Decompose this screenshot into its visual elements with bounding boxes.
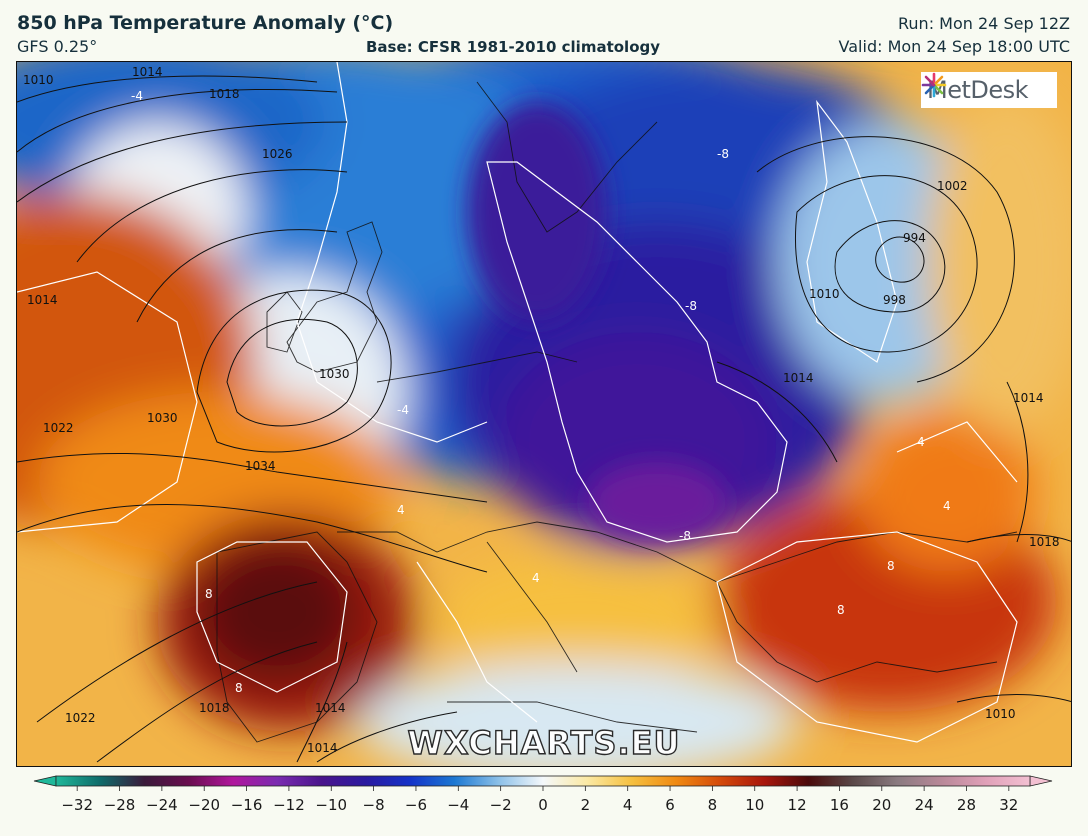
colorbar-tick-label: −16 — [231, 796, 263, 814]
colorbar-tick-label: −8 — [363, 796, 385, 814]
isobar-label: 1010 — [985, 707, 1016, 721]
anomaly-label: -8 — [717, 147, 729, 161]
anomaly-map: 1010 1014 1018 1026 1014 1022 1030 1034 … — [16, 61, 1072, 767]
isobar-labels: 1010 1014 1018 1026 1014 1022 1030 1034 … — [23, 65, 1060, 755]
anomaly-label: 4 — [943, 499, 951, 513]
metdesk-burst-icon — [921, 72, 947, 98]
anomaly-label: 8 — [235, 681, 243, 695]
colorbar-max-arrow — [1029, 775, 1053, 787]
isobar-label: 994 — [903, 231, 926, 245]
metdesk-logo: MetDesk — [921, 72, 1057, 108]
anomaly-contours — [17, 62, 1018, 743]
isobar-label: 998 — [883, 293, 906, 307]
run-time-label: Run: Mon 24 Sep 12Z — [898, 14, 1070, 33]
isobar-label: 1014 — [315, 701, 346, 715]
colorbar-tick-label: 20 — [872, 796, 891, 814]
colorbar-tick-label: −2 — [490, 796, 512, 814]
anomaly-label: 4 — [397, 503, 405, 517]
chart-title: 850 hPa Temperature Anomaly (°C) — [17, 12, 394, 34]
colorbar-tick-label: −4 — [447, 796, 469, 814]
anomaly-label: 8 — [887, 559, 895, 573]
colorbar-tick-label: −20 — [188, 796, 220, 814]
colorbar-tick-label: 28 — [957, 796, 976, 814]
anomaly-label: 8 — [205, 587, 213, 601]
colorbar-tick-label: −32 — [61, 796, 93, 814]
model-label: GFS 0.25° — [17, 37, 98, 56]
colorbar-tick-label: 16 — [830, 796, 849, 814]
anomaly-label: -8 — [685, 299, 697, 313]
valid-time-label: Valid: Mon 24 Sep 18:00 UTC — [838, 37, 1070, 56]
colorbar: −32 −28 −24 −20 −16 −12 −10 −8 −6 −4 −2 0 2 4 6 8 10 12 16… — [0, 772, 1088, 832]
metdesk-logo-text: MetDesk — [927, 76, 1029, 104]
colorbar-tick-label: −6 — [405, 796, 427, 814]
wxcharts-watermark: WXCHARTS.EU — [407, 723, 681, 762]
anomaly-label: 4 — [917, 435, 925, 449]
anomaly-label: -4 — [131, 89, 143, 103]
isobar-label: 1022 — [65, 711, 96, 725]
colorbar-svg: −32 −28 −24 −20 −16 −12 −10 −8 −6 −4 −2 0 2 4 6 8 10 12 16… — [33, 775, 1053, 814]
colorbar-tick-label: −12 — [273, 796, 305, 814]
isobar-label: 1018 — [199, 701, 230, 715]
isobar-label: 1014 — [132, 65, 163, 79]
base-climatology-label: Base: CFSR 1981-2010 climatology — [366, 38, 661, 56]
colorbar-tick-label: 8 — [708, 796, 718, 814]
colorbar-tick-label: 12 — [788, 796, 807, 814]
isobar-label: 1002 — [937, 179, 968, 193]
anomaly-field: 1010 1014 1018 1026 1014 1022 1030 1034 … — [17, 62, 1071, 766]
anomaly-label: 8 — [837, 603, 845, 617]
isobar-label: 1034 — [245, 459, 276, 473]
isobar-label: 1014 — [27, 293, 58, 307]
coastlines — [216, 81, 1018, 743]
anomaly-label: 4 — [532, 571, 540, 585]
isobar-label: 1014 — [1013, 391, 1044, 405]
anomaly-labels: -4 -8 -8 4 4 4 8 8 8 8 4 -8 -4 — [131, 89, 951, 695]
colorbar-tick-label: −24 — [146, 796, 178, 814]
isobar-label: 1030 — [319, 367, 350, 381]
isobar-label: 1018 — [209, 87, 240, 101]
isobar-label: 1010 — [809, 287, 840, 301]
isobar-label: 1010 — [23, 73, 54, 87]
colorbar-tick-label: 32 — [999, 796, 1018, 814]
colorbar-min-arrow — [33, 775, 57, 787]
colorbar-tick-label: 2 — [581, 796, 591, 814]
isobar-label: 1014 — [307, 741, 338, 755]
colorbar-tick-label: 6 — [665, 796, 675, 814]
colorbar-tick-label: 0 — [538, 796, 548, 814]
isobar-label: 1022 — [43, 421, 74, 435]
colorbar-tick-label: −28 — [104, 796, 136, 814]
isobar-label: 1018 — [1029, 535, 1060, 549]
colorbar-gradient — [55, 775, 1031, 787]
anomaly-label: -4 — [397, 403, 409, 417]
colorbar-tick-label: 4 — [623, 796, 633, 814]
isobars — [17, 75, 1071, 763]
isobar-label: 1014 — [783, 371, 814, 385]
anomaly-label: -8 — [679, 529, 691, 543]
colorbar-tick-label: −10 — [315, 796, 347, 814]
colorbar-tick-label: 10 — [745, 796, 764, 814]
colorbar-tick-label: 24 — [915, 796, 934, 814]
isobar-label: 1030 — [147, 411, 178, 425]
isobar-label: 1026 — [262, 147, 293, 161]
